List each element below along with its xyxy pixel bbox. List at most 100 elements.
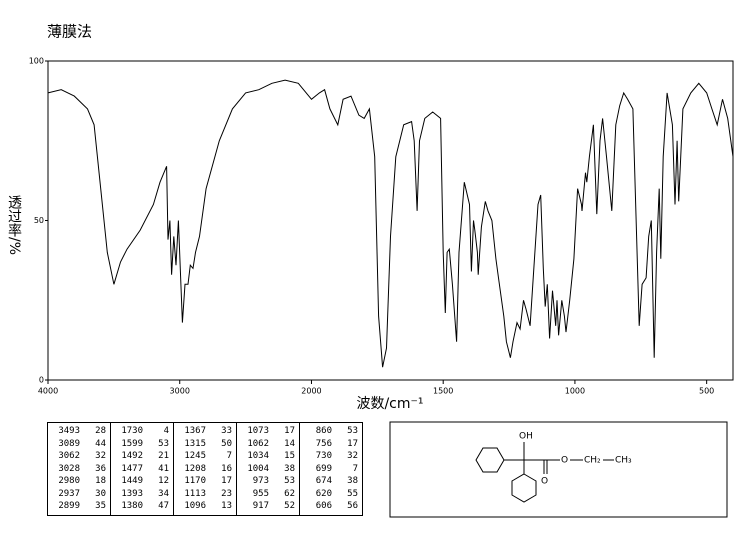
- peak-row: 674 38: [304, 475, 358, 488]
- spectrum-line: [47, 79, 734, 368]
- peak-wavenumber: 917: [252, 501, 269, 511]
- peak-wavenumber: 1730: [121, 426, 143, 436]
- peak-wavenumber: 756: [315, 438, 332, 449]
- peak-row: 2937 30: [52, 488, 106, 501]
- peak-wavenumber: 1062: [247, 438, 269, 449]
- peak-row: 1113 23: [178, 488, 232, 501]
- atom-label: CH₂: [584, 456, 601, 466]
- peak-transmittance: 30: [95, 488, 106, 499]
- x-tick-label: 4000: [38, 387, 58, 396]
- x-tick-label: 500: [699, 387, 714, 396]
- peak-group: 1367 33 1315 50 1245 7 1208 16 1170 17 1113 23 1096 1…: [173, 422, 237, 516]
- y-tick-label: 50: [34, 216, 44, 225]
- peak-row: 1208 16: [178, 463, 232, 476]
- structure-box: [389, 421, 728, 518]
- peak-transmittance: 28: [95, 426, 106, 436]
- peak-transmittance: 32: [347, 451, 358, 461]
- peak-group: 1073 17 1062 14 1034 15 1004 38 973 53 955 62 917 52: [236, 422, 300, 516]
- peak-row: 917 52: [241, 500, 295, 513]
- peak-wavenumber: 2980: [58, 476, 80, 486]
- peak-wavenumber: 1477: [121, 463, 143, 474]
- peak-transmittance: 7: [226, 451, 232, 461]
- peak-row: 955 62: [241, 488, 295, 501]
- peak-row: 1492 21: [115, 450, 169, 463]
- peak-transmittance: 53: [158, 438, 169, 449]
- peak-wavenumber: 973: [252, 476, 269, 486]
- peak-wavenumber: 1004: [247, 463, 269, 474]
- peak-transmittance: 44: [95, 438, 106, 449]
- peak-transmittance: 52: [284, 501, 295, 511]
- peak-row: 730 32: [304, 450, 358, 463]
- peak-row: 1477 41: [115, 463, 169, 476]
- peak-wavenumber: 699: [315, 463, 332, 474]
- peak-transmittance: 21: [158, 451, 169, 461]
- x-tick-label: 2000: [301, 387, 321, 396]
- peak-row: 1062 14: [241, 438, 295, 451]
- peak-wavenumber: 674: [315, 476, 332, 486]
- peak-row: 1315 50: [178, 438, 232, 451]
- phenyl-ring: [475, 447, 505, 473]
- peak-transmittance: 23: [221, 488, 232, 499]
- peak-wavenumber: 3028: [58, 463, 80, 474]
- peak-transmittance: 53: [284, 476, 295, 486]
- peak-wavenumber: 3493: [58, 426, 80, 436]
- peak-transmittance: 14: [284, 438, 295, 449]
- chart-title: 薄膜法: [47, 23, 92, 41]
- peak-row: 620 55: [304, 488, 358, 501]
- peak-row: 1073 17: [241, 425, 295, 438]
- peak-wavenumber: 1208: [184, 463, 206, 474]
- peak-wavenumber: 2899: [58, 501, 80, 511]
- peak-transmittance: 38: [284, 463, 295, 474]
- peak-row: 973 53: [241, 475, 295, 488]
- peak-wavenumber: 3062: [58, 451, 80, 461]
- peak-transmittance: 18: [95, 476, 106, 486]
- peak-row: 1393 34: [115, 488, 169, 501]
- peak-table-row: 3493 28 3089 44 3062 32 3028 36 2980 18 2937 30 2899…: [47, 422, 363, 516]
- peak-transmittance: 47: [158, 501, 169, 511]
- peak-wavenumber: 1113: [184, 488, 206, 499]
- peak-row: 2980 18: [52, 475, 106, 488]
- x-tick-label: 1500: [433, 387, 453, 396]
- peak-wavenumber: 1073: [247, 426, 269, 436]
- peak-transmittance: 53: [347, 426, 358, 436]
- peak-row: 1034 15: [241, 450, 295, 463]
- structure-bonds: [475, 442, 614, 503]
- peak-row: 606 56: [304, 500, 358, 513]
- peak-row: 1245 7: [178, 450, 232, 463]
- peak-wavenumber: 1034: [247, 451, 269, 461]
- peak-transmittance: 38: [347, 476, 358, 486]
- peak-row: 860 53: [304, 425, 358, 438]
- phenyl-ring: [511, 473, 537, 503]
- peak-transmittance: 33: [221, 426, 232, 436]
- plot-frame: [47, 60, 734, 381]
- peak-wavenumber: 955: [252, 488, 269, 499]
- peak-group: 860 53 756 17 730 32 699 7 674 38 620 55 606 56: [299, 422, 363, 516]
- peak-row: 3028 36: [52, 463, 106, 476]
- atom-label: O: [561, 456, 568, 466]
- peak-wavenumber: 1449: [121, 476, 143, 486]
- atom-label: OH: [519, 432, 533, 442]
- peak-wavenumber: 860: [315, 426, 332, 436]
- peak-wavenumber: 606: [315, 501, 332, 511]
- peak-transmittance: 35: [95, 501, 106, 511]
- peak-row: 1367 33: [178, 425, 232, 438]
- peak-transmittance: 12: [158, 476, 169, 486]
- peak-transmittance: 17: [284, 426, 295, 436]
- peak-transmittance: 55: [347, 488, 358, 499]
- peak-wavenumber: 1245: [184, 451, 206, 461]
- peak-transmittance: 17: [347, 438, 358, 449]
- peak-row: 3089 44: [52, 438, 106, 451]
- peak-row: 1004 38: [241, 463, 295, 476]
- peak-row: 1096 13: [178, 500, 232, 513]
- peak-table: 3493 28 3089 44 3062 32 3028 36 2980 18 2937 30 2899…: [47, 422, 363, 516]
- peak-wavenumber: 1599: [121, 438, 143, 449]
- peak-transmittance: 50: [221, 438, 232, 449]
- y-axis-label: 透过率/%: [6, 195, 22, 255]
- peak-group: 3493 28 3089 44 3062 32 3028 36 2980 18 2937 30 2899…: [47, 422, 111, 516]
- peak-transmittance: 56: [347, 501, 358, 511]
- peak-row: 3493 28: [52, 425, 106, 438]
- peak-wavenumber: 620: [315, 488, 332, 499]
- peak-wavenumber: 730: [315, 451, 332, 461]
